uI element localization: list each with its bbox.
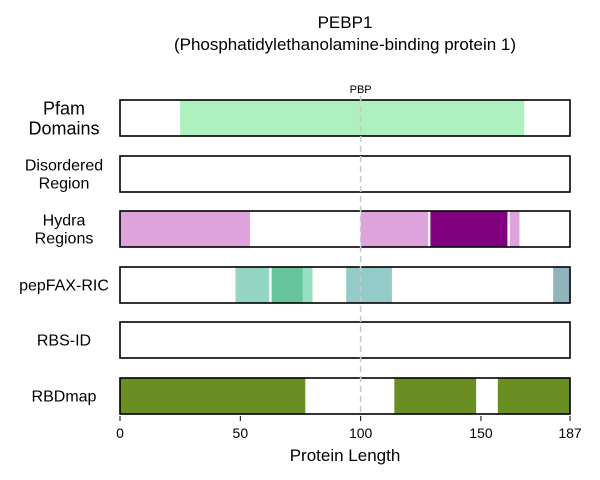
chart-subtitle: (Phosphatidylethanolamine-binding protei… xyxy=(174,35,516,54)
x-tick-label: 100 xyxy=(349,425,373,441)
x-axis: 0 50 100 150 187 xyxy=(116,416,582,441)
segment-3-4 xyxy=(553,267,570,303)
segment-2-2 xyxy=(430,211,508,247)
track-frame-1 xyxy=(119,155,571,193)
track-label: pepFAX-RIC xyxy=(19,278,109,295)
track-label: Regions xyxy=(35,231,94,248)
segment-3-2 xyxy=(302,267,313,303)
segment-3-3 xyxy=(346,267,392,303)
track-3: pepFAX-RIC xyxy=(19,266,571,304)
segment-2-0 xyxy=(120,211,250,247)
track-label: Domains xyxy=(28,118,99,138)
track-frame-2 xyxy=(119,210,571,248)
track-label: Pfam xyxy=(43,98,85,118)
x-axis-label: Protein Length xyxy=(290,446,401,465)
track-frame-5 xyxy=(119,377,571,415)
segment-2-3 xyxy=(509,211,520,247)
segment-5-1 xyxy=(394,378,477,414)
track-frame-3 xyxy=(119,266,571,304)
track-label: Region xyxy=(39,176,90,193)
tracks-group: PBPPfamDomainsDisorderedRegionHydraRegio… xyxy=(19,84,571,415)
track-frame-4 xyxy=(119,321,571,359)
segment-5-0 xyxy=(120,378,306,414)
segment-5-2 xyxy=(497,378,570,414)
x-tick-label: 187 xyxy=(558,425,582,441)
track-5: RBDmap xyxy=(32,377,571,415)
chart-title: PEBP1 xyxy=(318,13,373,32)
segment-3-1 xyxy=(271,267,303,303)
track-label: RBDmap xyxy=(32,389,97,406)
segment-0-0 xyxy=(180,100,525,136)
x-tick-label: 50 xyxy=(233,425,249,441)
track-frame-0 xyxy=(119,99,571,137)
track-4: RBS-ID xyxy=(37,321,571,359)
track-label: Hydra xyxy=(43,213,86,230)
segment-2-1 xyxy=(360,211,429,247)
track-label: Disordered xyxy=(25,158,103,175)
x-tick-label: 150 xyxy=(469,425,493,441)
segment-3-0 xyxy=(235,267,270,303)
track-label: RBS-ID xyxy=(37,333,91,350)
segment-label: PBP xyxy=(350,84,372,96)
x-tick-label: 0 xyxy=(116,425,124,441)
